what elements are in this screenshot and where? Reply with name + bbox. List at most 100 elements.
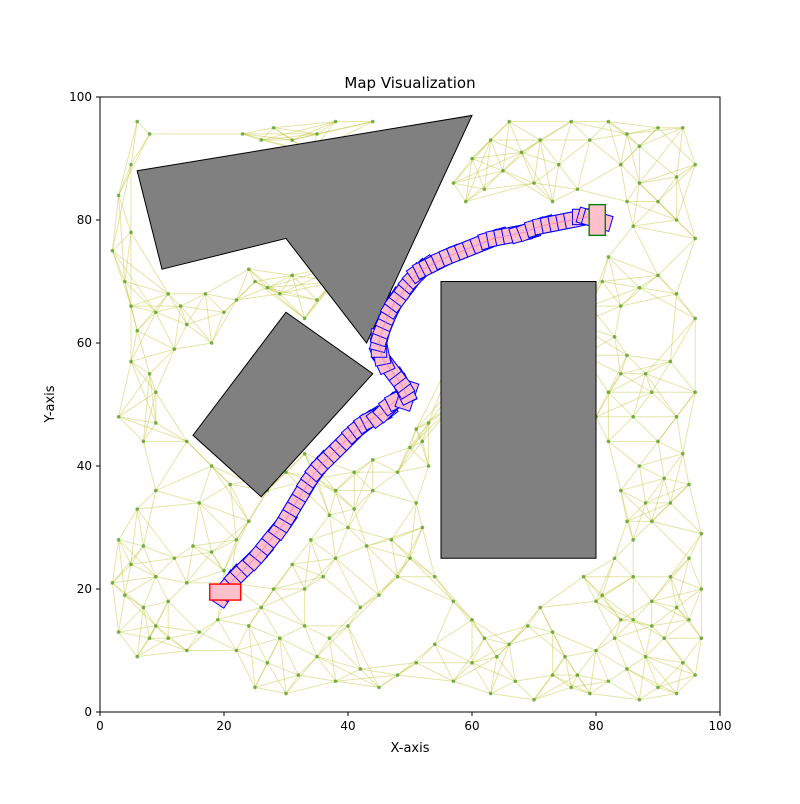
roadmap-edge xyxy=(502,139,541,172)
roadmap-node xyxy=(619,617,623,622)
roadmap-node xyxy=(302,624,307,628)
roadmap-edge xyxy=(260,564,293,608)
roadmap-edge xyxy=(645,361,671,375)
roadmap-edge xyxy=(391,539,411,559)
roadmap-edge xyxy=(620,477,665,492)
roadmap-node xyxy=(674,175,679,179)
roadmap-edge xyxy=(143,545,175,559)
roadmap-edge xyxy=(651,361,671,393)
roadmap-node xyxy=(333,679,338,684)
roadmap-edge xyxy=(316,656,361,670)
roadmap-edge xyxy=(639,145,677,178)
roadmap-edge xyxy=(347,490,374,528)
roadmap-edge xyxy=(360,576,398,608)
roadmap-node xyxy=(693,162,697,167)
roadmap-edge xyxy=(639,127,683,147)
roadmap-edge xyxy=(397,576,454,602)
roadmap-edge xyxy=(490,680,516,694)
roadmap-node xyxy=(333,488,338,493)
roadmap-edge xyxy=(378,557,411,596)
roadmap-node xyxy=(147,132,152,136)
roadmap-edge xyxy=(180,293,206,307)
roadmap-edge xyxy=(142,392,157,442)
roadmap-edge xyxy=(415,428,430,467)
roadmap-edge xyxy=(527,607,541,627)
roadmap-edge xyxy=(335,545,367,559)
roadmap-edge xyxy=(155,312,175,350)
roadmap-edge xyxy=(186,545,194,583)
start-goal-markers xyxy=(209,203,606,601)
roadmap-node xyxy=(234,538,239,542)
roadmap-edge xyxy=(645,502,653,522)
roadmap-edge xyxy=(261,133,318,141)
roadmap-edge xyxy=(142,441,157,491)
roadmap-edge xyxy=(353,471,374,491)
roadmap-edge xyxy=(130,305,156,313)
roadmap-edge xyxy=(527,625,553,633)
roadmap-edge xyxy=(502,121,510,171)
roadmap-edge xyxy=(409,447,429,467)
roadmap-edge xyxy=(607,355,628,393)
roadmap-edge xyxy=(657,440,684,455)
roadmap-edge xyxy=(645,656,659,688)
roadmap-edge xyxy=(316,625,349,658)
roadmap-edge xyxy=(279,638,287,694)
roadmap-edge xyxy=(633,225,696,239)
roadmap-edge xyxy=(198,484,231,504)
roadmap-node xyxy=(631,538,635,542)
roadmap-node xyxy=(371,488,375,493)
roadmap-node xyxy=(129,359,133,364)
roadmap-edge xyxy=(453,662,473,682)
roadmap-node xyxy=(699,587,704,591)
roadmap-edge xyxy=(602,281,640,289)
roadmap-edge xyxy=(409,557,436,578)
roadmap-edge xyxy=(211,465,250,522)
roadmap-node xyxy=(271,587,276,591)
roadmap-node xyxy=(414,427,419,431)
roadmap-edge xyxy=(669,576,690,620)
roadmap-node xyxy=(532,181,536,185)
roadmap-edge xyxy=(632,502,647,540)
roadmap-node xyxy=(557,162,561,167)
roadmap-node xyxy=(693,236,697,241)
roadmap-node xyxy=(147,636,152,640)
roadmap-edge xyxy=(409,502,417,559)
roadmap-node xyxy=(154,390,158,395)
roadmap-edge xyxy=(155,625,200,633)
roadmap-edge xyxy=(199,502,249,522)
roadmap-edge xyxy=(471,158,485,190)
roadmap-edge xyxy=(663,637,684,664)
roadmap-edge xyxy=(657,441,665,479)
roadmap-edge xyxy=(688,619,702,639)
roadmap-edge xyxy=(124,594,157,627)
roadmap-edge xyxy=(577,164,622,190)
roadmap-edge xyxy=(415,422,429,430)
roadmap-edge xyxy=(657,416,677,442)
roadmap-edge xyxy=(378,674,398,688)
roadmap-edge xyxy=(651,502,671,522)
roadmap-edge xyxy=(533,674,553,701)
roadmap-node xyxy=(296,673,301,677)
roadmap-edge xyxy=(453,170,504,184)
roadmap-edge xyxy=(267,287,318,301)
roadmap-edge xyxy=(595,650,609,682)
roadmap-node xyxy=(482,187,487,192)
roadmap-edge xyxy=(645,477,665,504)
roadmap-edge xyxy=(335,558,361,608)
roadmap-edge xyxy=(149,373,157,393)
roadmap-edge xyxy=(118,625,156,633)
roadmap-edge xyxy=(552,631,566,657)
roadmap-edge xyxy=(595,373,622,418)
roadmap-edge xyxy=(676,127,684,178)
roadmap-node xyxy=(315,132,319,136)
roadmap-node xyxy=(321,574,326,579)
roadmap-edge xyxy=(328,515,337,559)
roadmap-node xyxy=(259,138,264,142)
roadmap-edge xyxy=(186,441,231,485)
roadmap-edge xyxy=(645,373,678,418)
roadmap-edge xyxy=(670,502,702,535)
roadmap-node xyxy=(656,439,660,444)
roadmap-edge xyxy=(670,557,690,578)
roadmap-edge xyxy=(254,674,299,688)
roadmap-node xyxy=(154,310,158,315)
